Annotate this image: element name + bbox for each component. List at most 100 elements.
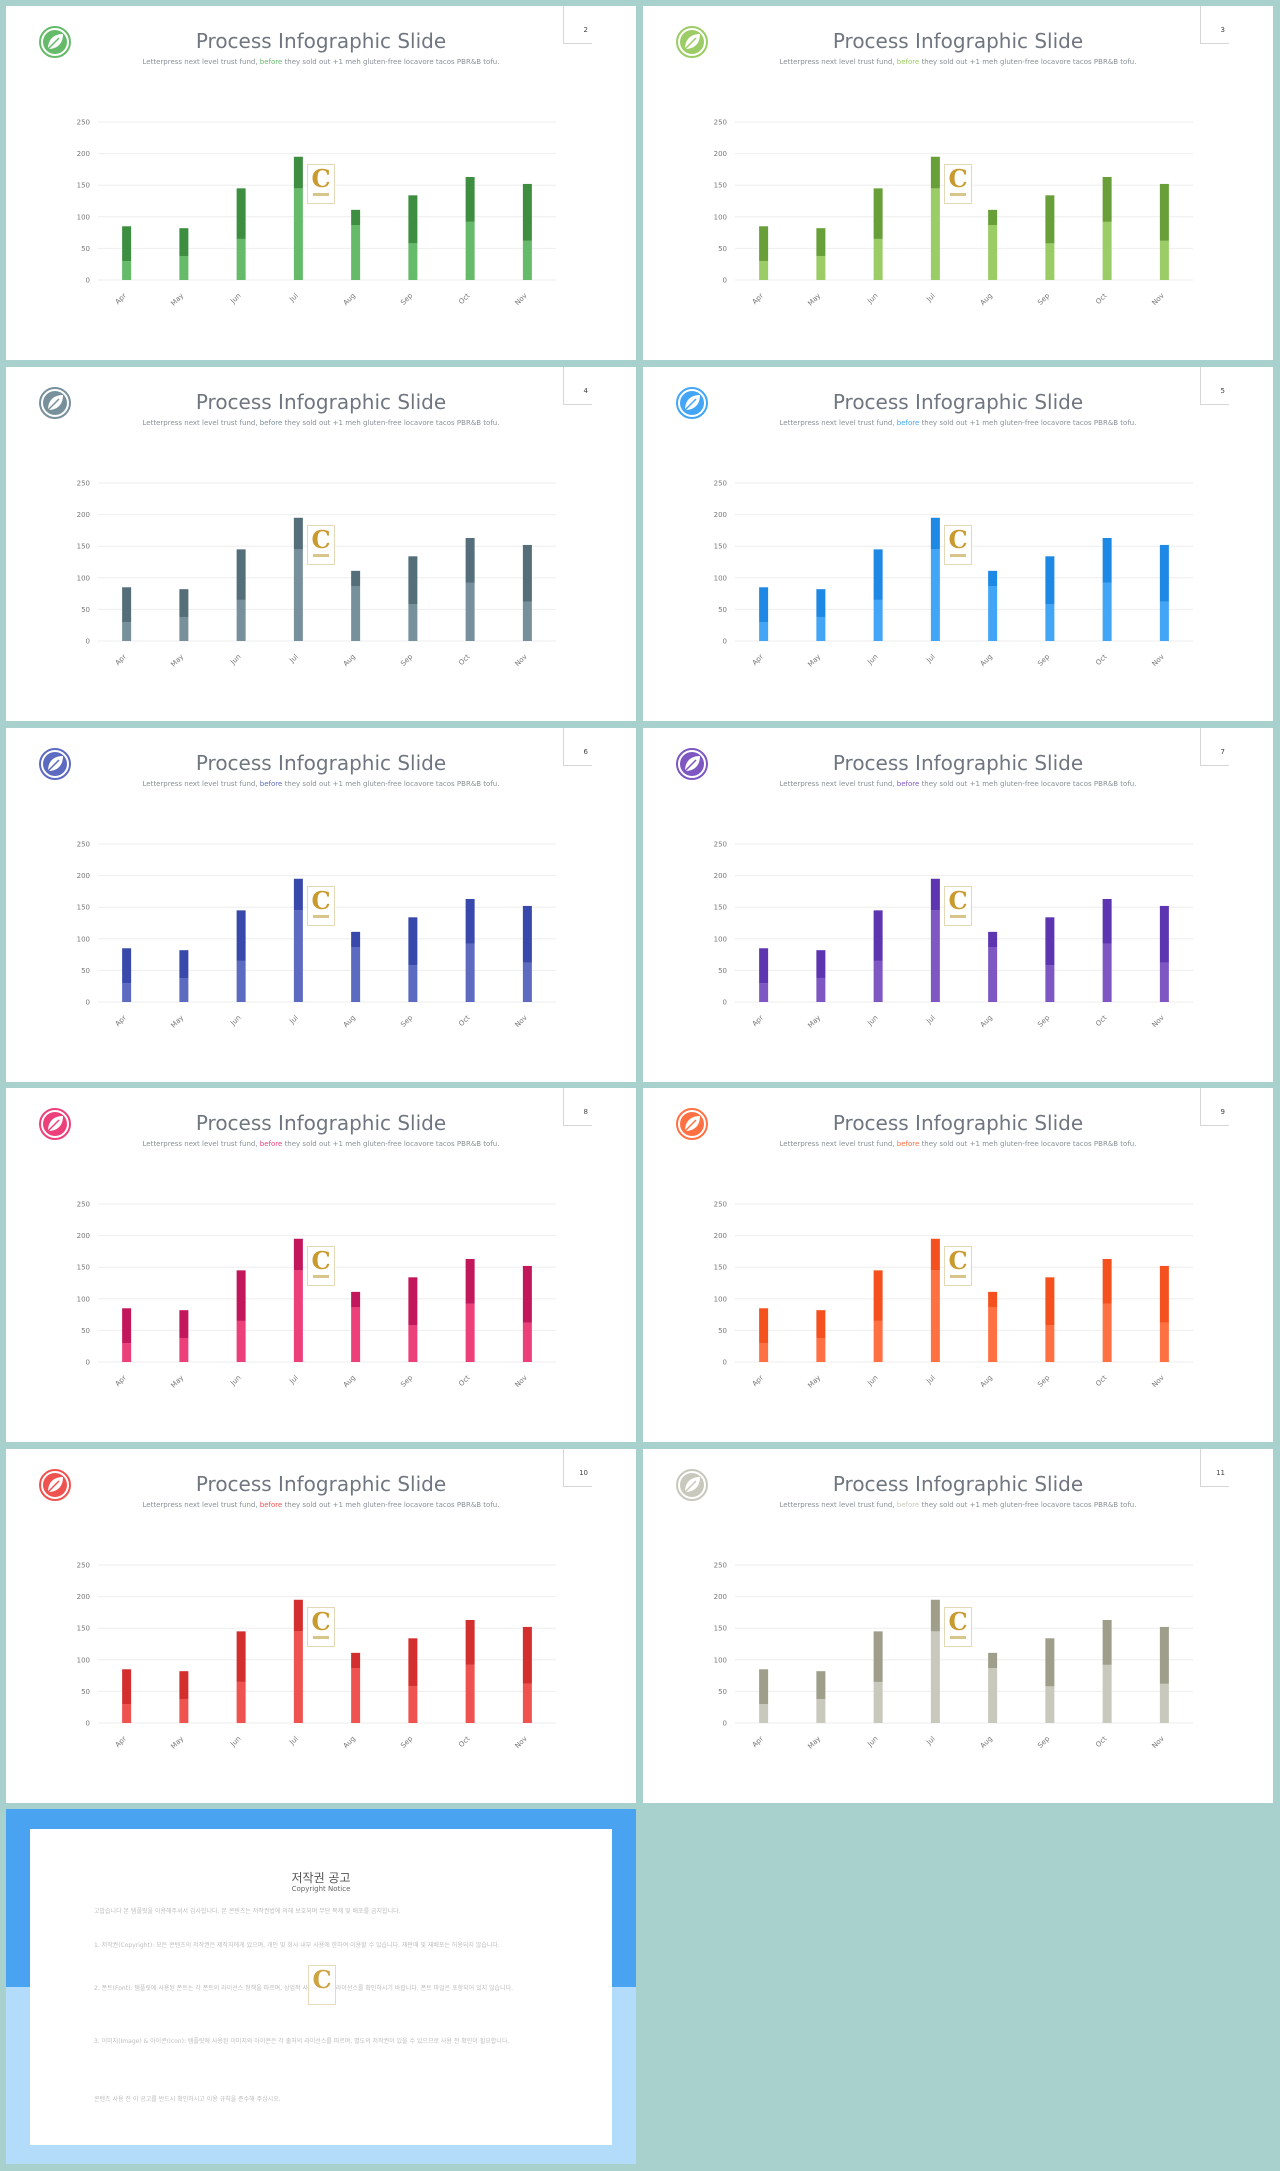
x-tick-label: Oct (1094, 1374, 1108, 1388)
x-tick-label: Nov (513, 1014, 528, 1029)
bar-segment (236, 1631, 246, 1682)
y-tick-label: 100 (77, 213, 90, 221)
bar-segment (816, 1698, 826, 1723)
x-tick-label: May (806, 1374, 822, 1390)
x-tick-label: Sep (399, 1373, 414, 1388)
x-tick-label: Jul (924, 653, 936, 665)
bar-segment (122, 1308, 132, 1344)
subtitle-text: they sold out +1 meh gluten-free locavor… (921, 780, 1137, 788)
slide-number: 6 (583, 748, 588, 756)
watermark-letter: C (311, 886, 331, 915)
y-tick-label: 0 (723, 999, 727, 1007)
bar-chart: 0 50 100 150 200 250 Apr May Jun Jul Aug Sep Oct Nov (714, 119, 1193, 308)
x-tick-label: Apr (114, 1014, 128, 1028)
bar-segment (1159, 183, 1169, 241)
x-tick-label: Jun (865, 1735, 879, 1749)
bar-segment (1045, 243, 1055, 280)
chart-slide: 9 Process Infographic Slide Letterpress ne… (643, 1088, 1273, 1442)
bar-segment (122, 1669, 132, 1705)
bar-segment (522, 962, 532, 1002)
y-tick-label: 0 (723, 1720, 727, 1728)
slide-title: Process Infographic Slide (832, 751, 1084, 775)
slide-number: 2 (583, 26, 588, 34)
x-tick-label: Sep (1036, 652, 1051, 667)
watermark-logo: C (308, 1965, 336, 2005)
y-tick-label: 100 (77, 1295, 90, 1303)
bar-segment (408, 1277, 418, 1326)
y-tick-label: 150 (714, 1264, 727, 1272)
subtitle-highlight: before (259, 58, 283, 66)
x-tick-label: Apr (751, 292, 765, 306)
leaf-logo-icon (676, 1469, 708, 1501)
subtitle-text: they sold out +1 meh gluten-free locavor… (284, 1501, 500, 1509)
x-tick-label: Apr (751, 1735, 765, 1749)
y-tick-label: 200 (77, 872, 90, 880)
bar-segment (988, 225, 998, 280)
bar-segment (930, 1631, 940, 1723)
watermark-letter: C (948, 164, 968, 193)
bar-segment (179, 1698, 189, 1723)
x-tick-label: Aug (342, 1014, 357, 1029)
bar-segment (179, 1310, 189, 1338)
y-tick-label: 200 (714, 1232, 727, 1240)
bar-segment (1102, 1303, 1112, 1362)
notice-paragraph: 고맙습니다 본 템플릿을 이용해주셔서 감사합니다. 본 콘텐츠는 저작권법에 … (94, 1908, 401, 1915)
bar-segment (351, 1307, 361, 1362)
bar-segment (1102, 176, 1112, 222)
y-tick-label: 0 (723, 1359, 727, 1367)
bar-segment (930, 878, 940, 911)
y-tick-label: 50 (718, 1688, 727, 1696)
bar-segment (465, 176, 475, 222)
bar-segment (351, 1668, 361, 1723)
bar-segment (236, 238, 246, 280)
leaf-logo-icon (39, 1469, 71, 1501)
subtitle-text: they sold out +1 meh gluten-free locavor… (284, 1140, 500, 1148)
bar-segment (122, 587, 132, 623)
y-tick-label: 250 (77, 1562, 90, 1570)
bar-segment (236, 549, 246, 600)
bar-chart: 0 50 100 150 200 250 Apr May Jun Jul Aug Sep Oct Nov (77, 1562, 556, 1751)
chart-slide: 5 Process Infographic Slide Letterpress ne… (643, 367, 1273, 721)
subtitle-text: they sold out +1 meh gluten-free locavor… (921, 419, 1137, 427)
x-tick-label: Nov (513, 653, 528, 668)
y-tick-label: 50 (718, 606, 727, 614)
bar-segment (873, 599, 883, 641)
bar-segment (1045, 195, 1055, 244)
leaf-logo-icon (676, 748, 708, 780)
bar-segment (1102, 537, 1112, 583)
bar-segment (236, 910, 246, 961)
bar-segment (1102, 1619, 1112, 1665)
x-tick-label: Aug (342, 292, 357, 307)
y-tick-label: 100 (714, 574, 727, 582)
chart-slide: 7 Process Infographic Slide Letterpress ne… (643, 728, 1273, 1082)
y-tick-label: 100 (77, 935, 90, 943)
x-tick-label: Jul (287, 292, 299, 304)
bar-segment (1045, 1277, 1055, 1326)
bar-segment (351, 1291, 361, 1308)
y-tick-label: 250 (714, 480, 727, 488)
slide-number: 5 (1220, 387, 1225, 395)
bar-segment (236, 599, 246, 641)
y-tick-label: 250 (77, 119, 90, 127)
bar-segment (988, 947, 998, 1002)
slide-number: 3 (1220, 26, 1225, 34)
y-tick-label: 50 (81, 1327, 90, 1335)
slide-number-tab: 2 (563, 6, 592, 44)
subtitle-text: Letterpress next level trust fund, (779, 419, 895, 427)
bar-segment (179, 228, 189, 256)
x-tick-label: Jun (228, 292, 242, 306)
x-tick-label: Aug (342, 1735, 357, 1750)
x-tick-label: Apr (114, 292, 128, 306)
subtitle-highlight: before (259, 1501, 283, 1509)
watermark-letter: C (311, 525, 331, 554)
bar-segment (351, 225, 361, 280)
y-tick-label: 250 (77, 1201, 90, 1209)
bar-segment (122, 622, 132, 641)
bar-segment (236, 1270, 246, 1321)
watermark-logo: C (307, 886, 335, 926)
bar-segment (1102, 582, 1112, 641)
notice-paragraph: 1. 저작권(Copyright): 모든 콘텐츠의 저작권은 제작자에게 있으… (94, 1942, 500, 1949)
chart-slide: 2 Process Infographic Slide Letterpress ne… (6, 6, 636, 360)
y-tick-label: 150 (714, 182, 727, 190)
watermark-letter: C (311, 1607, 331, 1636)
